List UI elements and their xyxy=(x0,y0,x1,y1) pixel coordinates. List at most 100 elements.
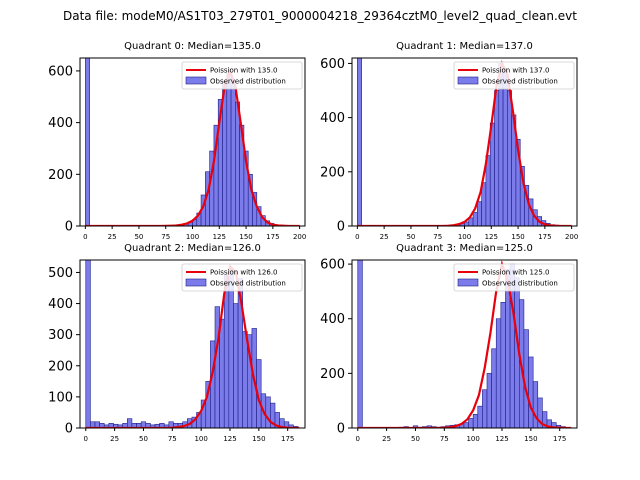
histogram-bar xyxy=(477,405,483,428)
legend-label-poisson: Poission with 135.0 xyxy=(210,67,278,75)
histogram-bar xyxy=(230,80,236,226)
y-tick-label: 0 xyxy=(337,220,345,235)
legend-bar-swatch xyxy=(185,278,207,287)
y-tick-label: 0 xyxy=(337,422,345,437)
histogram-bar xyxy=(472,212,478,226)
y-tick-label: 400 xyxy=(320,111,345,126)
y-tick-label: 400 xyxy=(48,297,73,312)
y-tick-label: 300 xyxy=(48,328,73,343)
panel-title: Quadrant 1: Median=137.0 xyxy=(396,41,533,52)
histogram-bar xyxy=(494,90,500,226)
x-tick-label: 25 xyxy=(380,233,389,241)
y-tick-label: 400 xyxy=(320,312,345,327)
x-tick-label: 175 xyxy=(281,435,294,443)
legend-label-poisson: Poission with 137.0 xyxy=(482,67,550,75)
y-tick-label: 600 xyxy=(320,57,345,72)
x-tick-label: 125 xyxy=(223,435,236,443)
panel-quadrant-3: Quadrant 3: Median=125.0 0 200 400 600 0 25 50 7… xyxy=(320,243,578,443)
legend-label-observed: Observed distribution xyxy=(210,280,286,288)
x-tick-label: 200 xyxy=(293,233,306,241)
histogram-bar xyxy=(491,348,497,428)
legend-bar-swatch xyxy=(185,76,207,85)
histogram-bar xyxy=(242,331,248,428)
figure-suptitle: Data file: modeM0/AS1T03_279T01_90000042… xyxy=(63,9,577,23)
x-tick-label: 175 xyxy=(266,233,279,241)
y-tick-label: 200 xyxy=(320,367,345,382)
histogram-bar xyxy=(502,68,508,226)
x-tick-label: 50 xyxy=(411,435,420,443)
x-tick-label: 50 xyxy=(134,233,143,241)
histogram-bar xyxy=(486,373,492,428)
histogram-bar xyxy=(463,422,469,428)
x-tick-label: 75 xyxy=(168,435,177,443)
legend-label-observed: Observed distribution xyxy=(482,280,558,288)
x-tick-label: 75 xyxy=(433,233,442,241)
histogram-bar xyxy=(219,318,225,428)
x-tick-label: 0 xyxy=(83,233,87,241)
histogram-bar xyxy=(235,101,240,226)
histogram-bar xyxy=(528,356,534,428)
x-tick-label: 100 xyxy=(186,233,199,241)
x-tick-label: 100 xyxy=(466,435,479,443)
histogram-bar xyxy=(127,418,133,428)
legend-label-poisson: Poission with 126.0 xyxy=(210,269,278,277)
legend-label-observed: Observed distribution xyxy=(482,78,558,86)
histogram-bar xyxy=(226,73,232,226)
histogram-bar xyxy=(228,269,234,428)
histogram-bar xyxy=(85,260,91,428)
histogram-bar xyxy=(489,122,495,226)
x-tick-label: 0 xyxy=(355,233,359,241)
legend-box xyxy=(453,61,575,90)
x-tick-label: 50 xyxy=(406,233,415,241)
poisson-curve xyxy=(357,260,572,428)
histogram-bar xyxy=(357,260,363,428)
histogram-bar xyxy=(532,381,539,428)
legend-label-poisson: Poission with 125.0 xyxy=(482,269,550,277)
y-tick-label: 100 xyxy=(48,390,73,405)
y-tick-label: 200 xyxy=(48,359,73,374)
y-tick-label: 0 xyxy=(65,422,73,437)
histogram-bar xyxy=(468,418,474,428)
panel-quadrant-1: Quadrant 1: Median=137.0 0 200 400 600 0 25 50 7… xyxy=(320,41,578,241)
histogram-bar xyxy=(495,318,502,428)
histogram-bar xyxy=(500,302,506,428)
panel-title: Quadrant 2: Median=126.0 xyxy=(124,243,261,254)
poisson-curve xyxy=(357,60,572,226)
legend-bar-swatch xyxy=(457,278,479,287)
y-tick-label: 600 xyxy=(48,64,73,79)
x-tick-label: 175 xyxy=(553,435,566,443)
histogram xyxy=(85,58,292,226)
legend: Poission with 135.0 Observed distribution xyxy=(181,61,303,90)
histogram-bar xyxy=(477,201,482,226)
panel-quadrant-2: Quadrant 2: Median=126.0 0 100 200 300 400 500… xyxy=(48,243,306,443)
x-tick-label: 125 xyxy=(485,233,498,241)
poisson-curve xyxy=(85,263,300,428)
histogram-bar xyxy=(210,340,216,428)
x-tick-label: 125 xyxy=(213,233,226,241)
histogram-bar xyxy=(85,58,90,226)
legend-box xyxy=(181,61,303,90)
x-tick-label: 75 xyxy=(440,435,449,443)
histogram-bar xyxy=(214,306,220,428)
panel-title: Quadrant 0: Median=135.0 xyxy=(124,41,261,52)
x-tick-label: 150 xyxy=(252,435,265,443)
histogram-bar xyxy=(357,58,362,226)
histogram-bar xyxy=(482,389,488,428)
histogram-bar xyxy=(485,155,491,226)
legend-box xyxy=(453,263,575,292)
legend: Poission with 137.0 Observed distribution xyxy=(453,61,575,90)
x-tick-label: 150 xyxy=(239,233,252,241)
panel-title: Quadrant 3: Median=125.0 xyxy=(396,243,533,254)
y-tick-label: 0 xyxy=(65,220,73,235)
histogram-bar xyxy=(265,396,271,428)
y-tick-label: 500 xyxy=(48,266,73,281)
histogram-bar xyxy=(223,275,230,428)
x-tick-label: 0 xyxy=(356,435,360,443)
histogram-bar xyxy=(507,90,512,226)
histogram-bar xyxy=(481,182,487,226)
axes-frame xyxy=(79,259,306,429)
x-tick-label: 50 xyxy=(139,435,148,443)
x-tick-label: 100 xyxy=(194,435,207,443)
x-tick-label: 25 xyxy=(108,233,117,241)
histogram-bar xyxy=(472,414,479,428)
